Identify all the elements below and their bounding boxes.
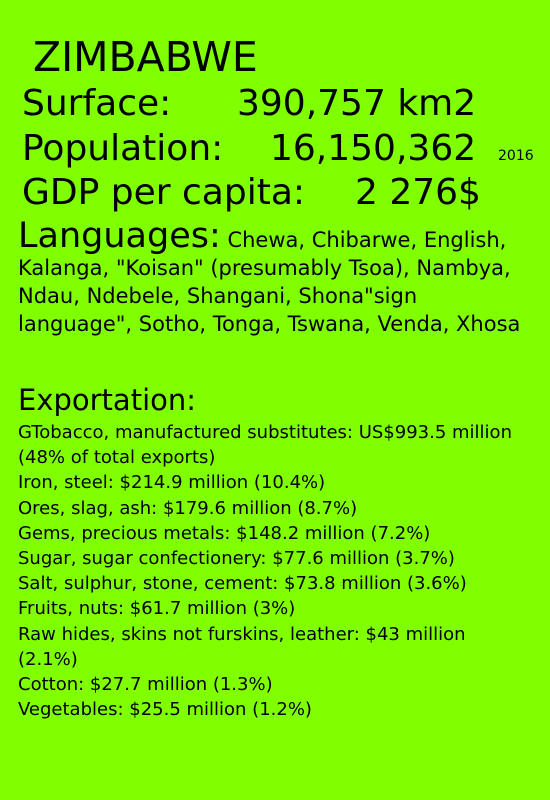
gdp-row: GDP per capita: 2 276$: [22, 172, 481, 214]
population-label: Population:: [22, 128, 224, 169]
surface-label: Surface:: [22, 83, 172, 124]
export-item: Fruits, nuts: $61.7 million (3%): [18, 598, 296, 620]
languages-block: Languages: Chewa, Chibarwe, English, Kal…: [18, 219, 533, 338]
export-item: Ores, slag, ash: $179.6 million (8.7%): [18, 497, 358, 519]
export-item: Sugar, sugar confectionery: $77.6 millio…: [18, 548, 455, 570]
export-item: Cotton: $27.7 million (1.3%): [18, 674, 273, 696]
exportation-list: GTobacco, manufactured substitutes: US$9…: [18, 420, 523, 722]
export-item: Iron, steel: $214.9 million (10.4%): [18, 472, 326, 494]
country-title: ZIMBABWE: [33, 33, 258, 81]
gdp-label: GDP per capita:: [22, 172, 306, 213]
exportation-heading: Exportation:: [18, 383, 197, 417]
export-item: Raw hides, skins not furskins, leather: …: [18, 623, 466, 670]
languages-list: Chewa, Chibarwe, English, Kalanga, "Kois…: [18, 228, 521, 336]
population-value: 16,150,362: [270, 128, 477, 169]
export-item: GTobacco, manufactured substitutes: US$9…: [18, 422, 512, 469]
surface-row: Surface: 390,757 km2: [22, 83, 476, 125]
gdp-value: 2 276$: [355, 172, 481, 213]
export-item: Vegetables: $25.5 million (1.2%): [18, 699, 312, 721]
surface-value: 390,757 km2: [237, 83, 477, 124]
languages-label: Languages:: [18, 216, 221, 256]
population-year: 2016: [498, 148, 534, 164]
population-row: Population: 16,150,362: [22, 128, 476, 170]
export-item: Salt, sulphur, stone, cement: $73.8 mill…: [18, 573, 467, 595]
export-item: Gems, precious metals: $148.2 million (7…: [18, 522, 431, 544]
